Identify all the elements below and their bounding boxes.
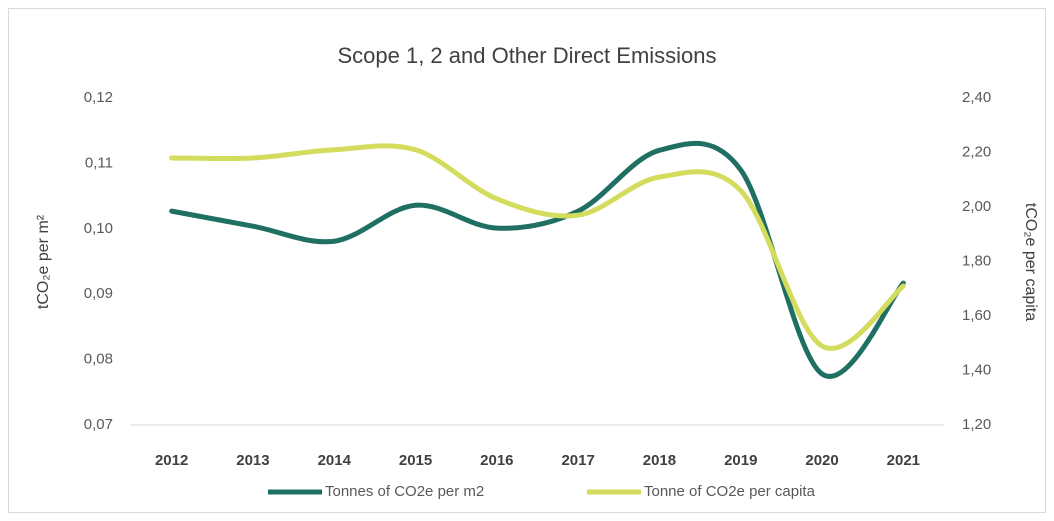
series-line [169,143,906,351]
y-axis-title: tCO₂e per m² [35,214,52,309]
x-tick-label: 2017 [561,452,594,469]
x-tick-label: 2019 [724,452,757,469]
x-tick-label: 2012 [155,452,188,469]
x-tick-label: 2015 [399,452,432,469]
legend-label: Tonnes of CO2e per m2 [325,483,484,500]
legend-label: Tonne of CO2e per capita [644,483,816,500]
x-tick-label: 2020 [805,452,838,469]
y-tick-label: 0,11 [85,154,113,171]
x-tick-label: 2018 [643,452,676,469]
x-tick-label: 2013 [236,452,269,469]
y-tick-label: 0,08 [84,351,113,368]
series-line [169,140,906,379]
y-tick-label: 0,07 [84,416,113,433]
y2-tick-label: 1,40 [962,361,991,378]
y-tick-label: 0,09 [84,285,113,302]
chart-title: Scope 1, 2 and Other Direct Emissions [337,43,716,68]
y-tick-label: 0,10 [84,220,113,237]
y2-tick-label: 2,40 [962,89,991,106]
y-tick-label: 0,12 [84,89,113,106]
x-tick-label: 2014 [318,452,352,469]
y2-tick-label: 1,20 [962,416,991,433]
y2-tick-label: 2,20 [962,143,991,160]
y2-tick-label: 2,00 [962,198,991,215]
chart-frame [8,8,1046,513]
y2-axis-title: tCO₂e per capita [1022,203,1039,321]
x-tick-label: 2016 [480,452,513,469]
y2-tick-label: 1,60 [962,307,991,324]
y2-tick-label: 1,80 [962,252,991,269]
x-tick-label: 2021 [887,452,920,469]
